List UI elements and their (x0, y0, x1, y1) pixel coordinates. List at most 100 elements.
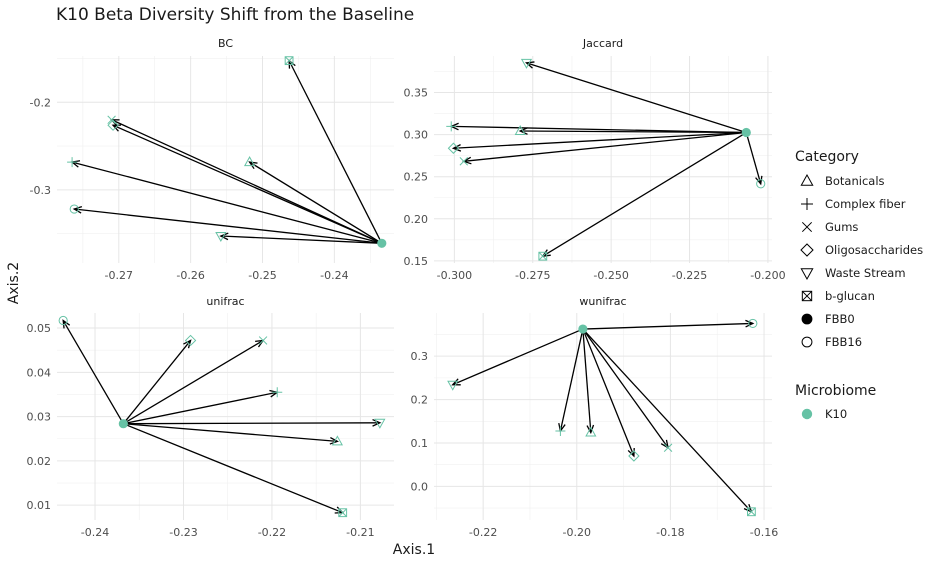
legend-item-label: Oligosaccharides (825, 243, 923, 257)
y-tick-label: 0.30 (404, 129, 429, 142)
shift-arrow-oligosaccharides (122, 339, 192, 425)
y-tick-label: 0.0 (411, 480, 429, 493)
data-point-b-glucan (538, 251, 548, 261)
panel-unifrac: unifrac -0.24 -0.23 -0.22 -0.21 0.01 0.02 0.03 0… (27, 295, 394, 539)
legend-item-fbb0: FBB0 (801, 312, 855, 326)
shift-arrow-gums (123, 339, 265, 425)
x-tick-label: -0.22 (258, 526, 286, 539)
y-tick-label: 0.15 (404, 255, 429, 268)
x-tick-label: -0.300 (437, 269, 472, 282)
data-point-b-glucan (747, 507, 756, 517)
data-point-complex-fiber (272, 387, 283, 398)
data-point-botanicals (243, 156, 256, 167)
data-point-baseline-fbb0 (118, 419, 128, 429)
panel-bc: BC -0.27 -0.26 -0.25 -0.24 -0.3 -0.2 (30, 37, 394, 282)
y-tick-label: 0.3 (411, 350, 429, 363)
microbiome-color-swatch (801, 408, 813, 420)
shift-arrow-oligosaccharides (582, 328, 635, 458)
y-tick-label: 0.2 (411, 394, 429, 407)
x-tick-label: -0.275 (515, 269, 550, 282)
x-tick-label: -0.225 (672, 269, 707, 282)
shift-arrow-fbb16 (62, 319, 124, 425)
data-point-fbb16 (58, 315, 68, 326)
data-point-fbb16 (756, 179, 766, 189)
legend-item-botanicals: Botanicals (800, 173, 885, 188)
legend-item-label: b-glucan (825, 289, 875, 303)
x-tick-label: -0.22 (469, 526, 497, 539)
shift-arrow-waste-stream (524, 61, 747, 134)
fbb0-shape-icon (801, 313, 813, 325)
x-axis-label: Axis.1 (393, 542, 435, 558)
chart-title: K10 Beta Diversity Shift from the Baseli… (56, 5, 414, 25)
x-tick-label: -0.18 (656, 526, 684, 539)
panel-strip-label: BC (218, 37, 233, 50)
legend-item-label: Botanicals (825, 174, 885, 188)
shift-arrow-fbb16 (745, 132, 763, 186)
legend-item-label: Gums (825, 220, 858, 234)
shift-arrow-gums (462, 131, 747, 165)
data-point-baseline-fbb0 (377, 238, 387, 248)
data-point-gums (663, 443, 673, 452)
shift-arrow-gums (110, 119, 383, 244)
shift-arrow-waste-stream (451, 328, 584, 386)
y-tick-label: 0.01 (27, 499, 52, 512)
legend-item-label: FBB0 (825, 312, 855, 326)
data-point-b-glucan (338, 508, 348, 518)
data-point-complex-fiber (555, 425, 566, 436)
data-point-baseline-fbb0 (741, 127, 751, 138)
shift-arrow-gums (582, 328, 670, 450)
legend-item-oligosaccharides: Oligosaccharides (800, 243, 923, 257)
legend-item-label: Waste Stream (825, 266, 906, 280)
data-point-waste-stream (447, 380, 459, 391)
x-tick-label: -0.250 (593, 269, 628, 282)
panel-strip-label: Jaccard (582, 37, 623, 50)
legend-microbiome-items: K10 (801, 407, 847, 421)
botanicals-shape-icon (800, 173, 814, 186)
y-axis-label: Axis.2 (6, 262, 22, 304)
data-point-oligosaccharides (184, 334, 197, 347)
shift-arrow-b-glucan (123, 423, 345, 514)
legend-item-k10: K10 (801, 407, 847, 421)
shift-arrow-b-glucan (541, 131, 747, 258)
panel-grid (57, 56, 394, 263)
complex-fiber-shape-icon (801, 198, 813, 210)
legend-item-label: K10 (825, 407, 847, 421)
b-glucan-shape-icon (801, 290, 813, 302)
legend-item-label: Complex fiber (825, 197, 906, 211)
fbb16-shape-icon (801, 336, 813, 348)
y-tick-label: 0.1 (411, 437, 429, 450)
y-tick-label: 0.05 (27, 322, 52, 335)
data-point-waste-stream (374, 418, 386, 429)
x-tick-label: -0.20 (563, 526, 591, 539)
data-point-b-glucan (284, 56, 294, 66)
shift-arrow-complex-fiber (558, 328, 584, 433)
oligosaccharides-shape-icon (800, 243, 814, 257)
x-tick-label: -0.27 (105, 269, 133, 282)
legend-item-label: FBB16 (825, 335, 862, 349)
panel-jaccard: Jaccard -0.300 -0.275 -0.250 -0.225 -0.200 0.1… (404, 37, 786, 282)
shift-arrow-b-glucan (288, 59, 383, 244)
legend-item-b-glucan: b-glucan (801, 289, 875, 303)
data-point-waste-stream (520, 58, 533, 69)
y-tick-label: 0.20 (404, 213, 429, 226)
data-point-waste-stream (215, 232, 227, 243)
data-point-fbb16 (69, 204, 79, 214)
panel-strip-label: unifrac (206, 295, 244, 308)
shift-arrow-botanicals (248, 161, 383, 244)
data-point-oligosaccharides (107, 119, 119, 131)
shift-arrow-fbb16 (72, 205, 382, 244)
legend-category-items: Botanicals Complex fiber Gums Oligosacchari… (800, 173, 923, 349)
facet-panels: BC -0.27 -0.26 -0.25 -0.24 -0.3 -0.2 Jaccard -0.… (27, 37, 786, 539)
shift-arrow-oligosaccharides (111, 124, 383, 244)
shift-arrow-botanicals (518, 127, 747, 135)
x-tick-label: -0.200 (750, 269, 785, 282)
gums-shape-icon (801, 221, 813, 233)
legend-category-title: Category (795, 149, 859, 165)
data-point-gums (459, 157, 469, 166)
y-tick-label: -0.3 (30, 184, 51, 197)
y-tick-label: 0.25 (404, 171, 429, 184)
shift-arrow-waste-stream (123, 418, 382, 427)
shift-arrow-botanicals (123, 423, 339, 445)
shift-arrow-botanicals (582, 329, 595, 435)
